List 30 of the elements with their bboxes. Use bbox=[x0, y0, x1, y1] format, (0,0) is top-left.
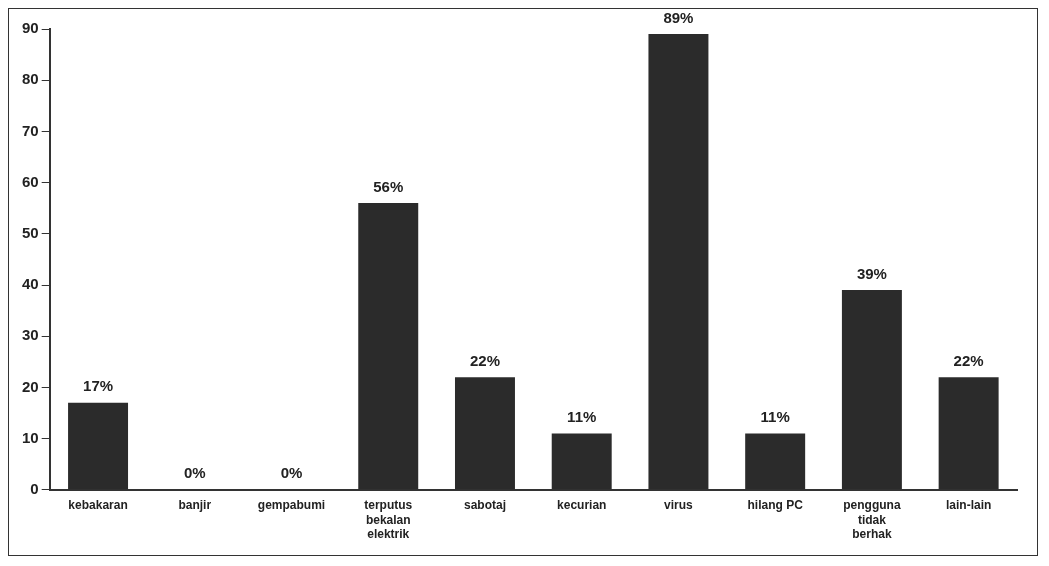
x-tick-label: hilang PC bbox=[747, 498, 804, 513]
x-tick-label: kebakaran bbox=[68, 498, 128, 513]
x-tick-label: lain-lain bbox=[945, 498, 992, 513]
y-tick-label: 90 bbox=[22, 19, 39, 37]
data-label: 17% bbox=[83, 377, 114, 395]
x-tick-label: pengguna tidak berhak bbox=[843, 498, 901, 542]
y-tick-label: 60 bbox=[22, 172, 39, 190]
y-tick-label: 0 bbox=[30, 479, 39, 497]
y-tick-label: 10 bbox=[22, 428, 39, 446]
y-tick-label: 80 bbox=[22, 70, 39, 88]
data-label: 11% bbox=[760, 408, 790, 426]
y-tick-label: 20 bbox=[22, 377, 39, 395]
x-tick-label: terputus bekalan elektrik bbox=[364, 498, 413, 542]
y-tick-label: 70 bbox=[22, 121, 39, 139]
x-tick-label: banjir bbox=[178, 498, 212, 513]
data-label: 0% bbox=[280, 464, 303, 482]
y-tick-label: 30 bbox=[22, 326, 39, 344]
x-tick-label: gempabumi bbox=[257, 498, 326, 513]
x-tick-label: kecurian bbox=[557, 498, 607, 513]
data-label: 22% bbox=[469, 351, 500, 369]
data-label: 39% bbox=[856, 264, 887, 282]
x-tick-label: sabotaj bbox=[463, 498, 506, 513]
y-tick-label: 50 bbox=[22, 223, 39, 241]
data-label: 0% bbox=[183, 464, 206, 482]
data-label: 56% bbox=[373, 177, 404, 195]
data-label: 11% bbox=[567, 408, 597, 426]
y-tick-label: 40 bbox=[22, 275, 39, 293]
data-label: 22% bbox=[953, 351, 984, 369]
data-label: 89% bbox=[663, 8, 694, 26]
x-tick-label: virus bbox=[664, 498, 694, 513]
